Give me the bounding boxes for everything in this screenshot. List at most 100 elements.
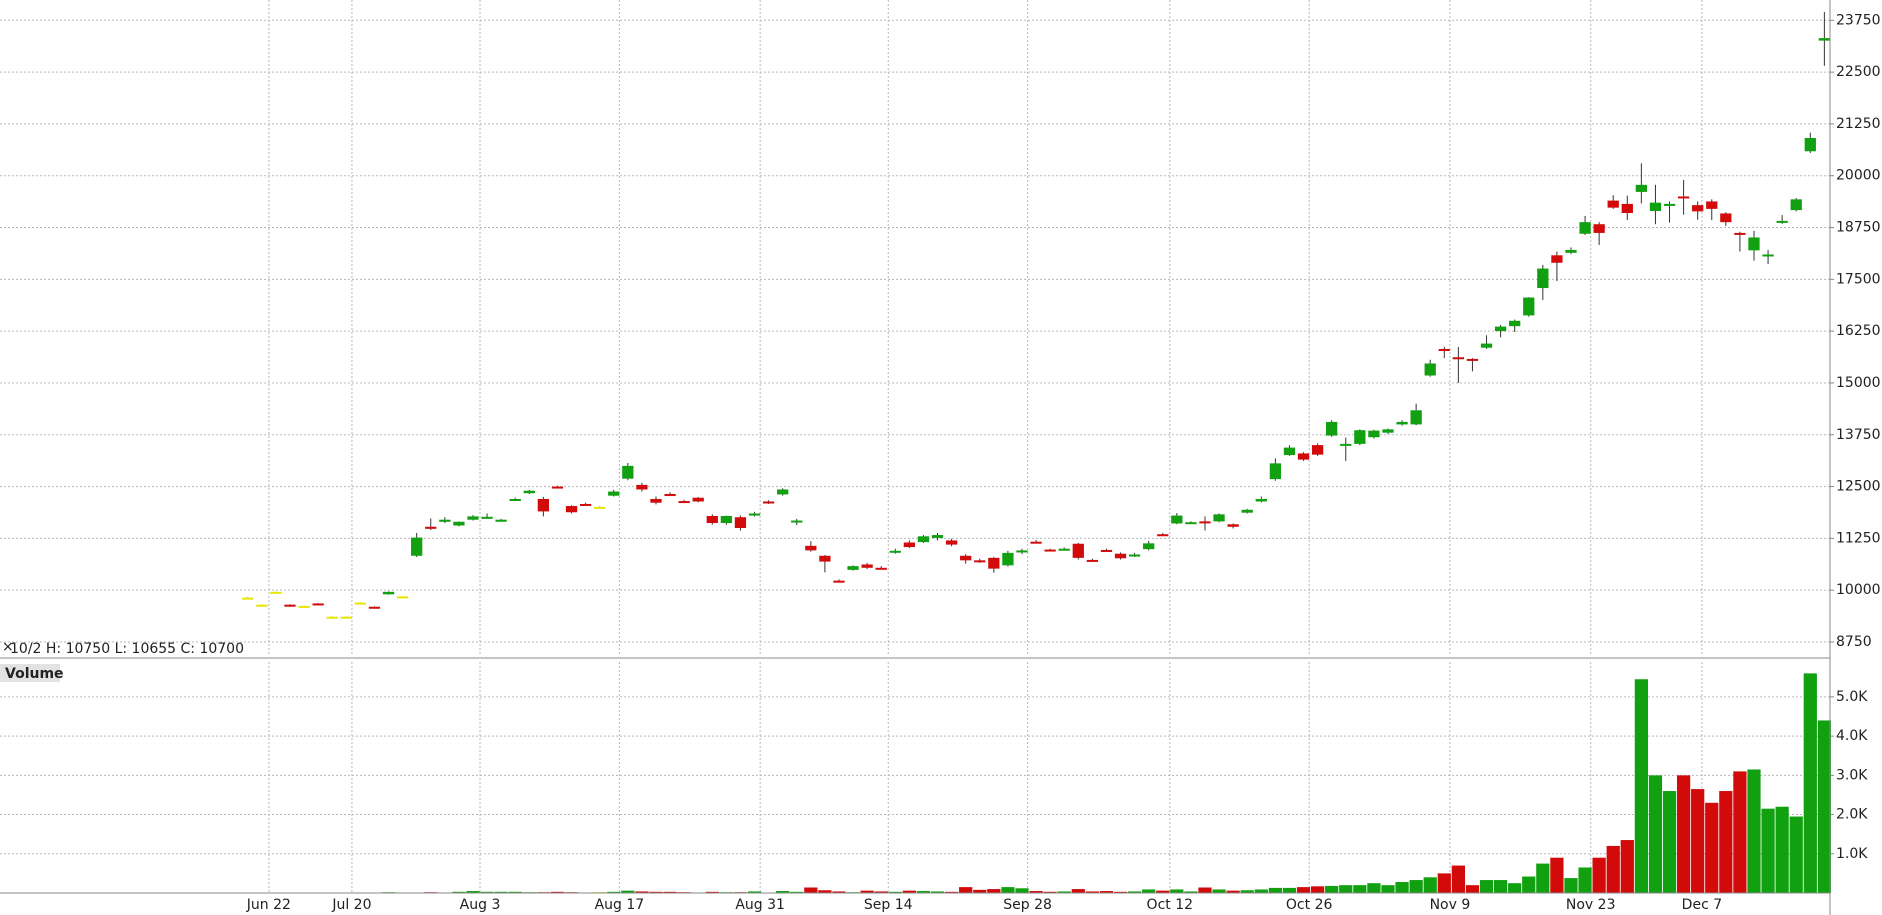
candle-body	[354, 602, 366, 605]
y-tick-label: 23750	[1836, 12, 1881, 28]
candle-body	[1030, 541, 1042, 544]
volume-bar	[508, 891, 522, 893]
candle-body	[664, 494, 676, 497]
grid-layer	[0, 0, 1834, 893]
volume-bar	[973, 889, 987, 893]
marks-layer	[242, 12, 1831, 893]
volume-bar	[1015, 888, 1029, 893]
candle-body	[1523, 297, 1535, 316]
volume-bar	[452, 891, 466, 893]
candle-body	[368, 606, 381, 609]
volume-bar	[1296, 887, 1311, 893]
candle-body	[889, 550, 901, 553]
volume-bar	[860, 890, 874, 893]
candle-body	[1579, 222, 1591, 234]
candle-body	[1213, 514, 1225, 522]
x-tick-label: Jun 22	[246, 897, 291, 913]
volume-bar	[1325, 885, 1339, 893]
candle-body	[1016, 550, 1028, 553]
volume-bar	[1564, 878, 1578, 893]
candle-body	[1790, 199, 1802, 211]
candle-body	[284, 604, 296, 607]
candle-body	[1593, 224, 1605, 233]
y-tick-label: 3.0K	[1836, 767, 1868, 783]
candle-body	[748, 513, 761, 516]
volume-label-box	[0, 664, 60, 682]
candle-body	[551, 486, 564, 489]
candle-body	[1424, 363, 1436, 376]
volume-bar	[1156, 890, 1170, 893]
x-tick-label: Nov 23	[1566, 897, 1616, 913]
candle-body	[791, 520, 803, 523]
volume-bar	[705, 891, 719, 893]
volume-bar	[987, 889, 1001, 893]
candle-body	[453, 521, 465, 526]
y-tick-label: 17500	[1836, 271, 1881, 287]
candle-body	[256, 604, 268, 607]
x-tick-label: Aug 3	[460, 897, 501, 913]
candle-body	[1438, 348, 1450, 351]
candle-body	[495, 519, 507, 522]
y-tick-label: 16250	[1836, 323, 1881, 339]
candle-body	[523, 490, 535, 494]
candle-body	[565, 506, 578, 513]
candle-body	[762, 501, 775, 504]
candle-body	[1607, 200, 1619, 208]
candle-body	[1100, 549, 1113, 552]
volume-bar	[550, 891, 565, 893]
candle-body	[1227, 524, 1239, 527]
volume-bar	[1761, 808, 1775, 893]
volume-bar	[621, 890, 635, 893]
candle-body	[481, 516, 493, 519]
candle-body	[298, 605, 310, 608]
candle-body	[1044, 549, 1056, 552]
volume-bar	[480, 891, 494, 893]
volume-bar	[466, 891, 480, 893]
volume-bar	[1339, 885, 1353, 893]
candle-body	[847, 566, 859, 570]
candle-body	[1706, 201, 1718, 209]
volume-bar	[1465, 885, 1480, 893]
x-tick-label: Sep 28	[1003, 897, 1052, 913]
volume-bar	[663, 891, 677, 893]
candle-body	[1734, 232, 1746, 235]
candle-body	[650, 498, 662, 503]
volume-bar	[1029, 891, 1043, 893]
candle-body	[1326, 421, 1338, 436]
volume-bar	[1282, 887, 1297, 893]
candle-body	[1452, 357, 1464, 360]
candle-body	[1072, 543, 1084, 558]
candle-body	[1199, 521, 1211, 524]
volume-bar	[1508, 883, 1522, 893]
y-tick-label: 10000	[1836, 582, 1881, 598]
volume-bar	[1662, 791, 1677, 893]
candle-body	[411, 537, 423, 556]
volume-bar	[1550, 857, 1564, 893]
close-icon[interactable]: ×	[2, 639, 14, 655]
y-tick-label: 15000	[1836, 375, 1881, 391]
volume-bar	[1099, 891, 1114, 893]
y-tick-label: 1.0K	[1836, 846, 1868, 862]
candle-body	[692, 497, 704, 502]
volume-bar	[1578, 867, 1592, 893]
candle-body	[608, 491, 620, 496]
candle-body	[1776, 220, 1788, 223]
candle-body	[1410, 410, 1422, 425]
volume-bar	[1648, 775, 1663, 893]
volume-bar	[1170, 889, 1184, 893]
candle-body	[1635, 184, 1647, 192]
candle-body	[1185, 522, 1197, 525]
candle-body	[1537, 268, 1549, 289]
candle-body	[425, 526, 437, 529]
candle-body	[903, 542, 915, 548]
ohlc-info: 10/2 H: 10750 L: 10655 C: 10700	[10, 641, 244, 657]
volume-bar	[1184, 891, 1198, 893]
candle-body	[1396, 421, 1408, 425]
volume-bar	[1254, 889, 1268, 893]
volume-bar	[1817, 720, 1831, 893]
volume-bar	[1691, 789, 1705, 893]
x-tick-label: Oct 26	[1286, 897, 1333, 913]
volume-bar	[1001, 887, 1015, 893]
y-tick-label: 8750	[1836, 634, 1872, 650]
volume-bar	[1733, 771, 1747, 893]
